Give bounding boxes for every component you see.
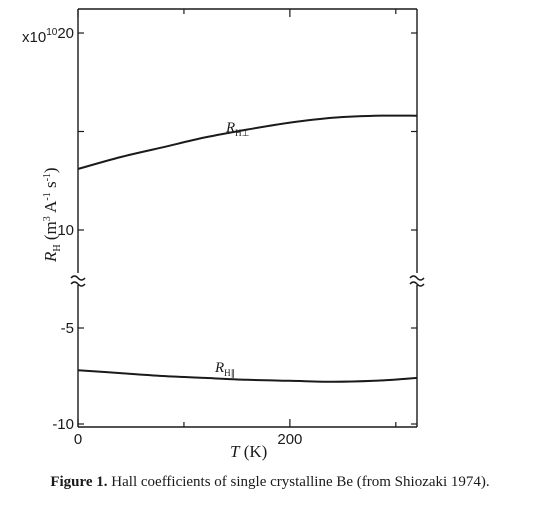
y-tick-label: -10 bbox=[52, 416, 74, 433]
caption-label: Figure 1. bbox=[50, 474, 108, 490]
x-axis-title: T (K) bbox=[230, 442, 267, 461]
series-line-rh-para bbox=[77, 369, 418, 383]
axis-break-right-0 bbox=[409, 275, 425, 281]
y-tick-label: -5 bbox=[61, 320, 74, 337]
axis-break-left-1 bbox=[70, 281, 86, 287]
y-scale-multiplier: x1010 bbox=[22, 27, 58, 46]
series-line-rh-perp bbox=[77, 114, 418, 170]
axis-ticks: 0 200 20 10 -5 -10 bbox=[52, 9, 417, 448]
figure-caption: Figure 1. Hall coefficients of single cr… bbox=[0, 474, 540, 491]
series-label-rh-perp: RH⊥ bbox=[225, 120, 250, 138]
y-axis-title: RH (m3 A-1 s-1) bbox=[41, 167, 63, 263]
series-label-rh-para: RH∥ bbox=[214, 360, 235, 378]
plot-frame bbox=[70, 8, 425, 428]
axis-break-right-1 bbox=[409, 281, 425, 287]
hall-coefficient-chart: 0 200 20 10 -5 -10 x1010 RH (m3 A-1 s-1) T (K… bbox=[22, 8, 425, 461]
x-tick-label: 0 bbox=[74, 431, 82, 448]
caption-text: Hall coefficients of single crystalline … bbox=[111, 474, 490, 490]
x-tick-label: 200 bbox=[277, 431, 302, 448]
y-tick-label: 10 bbox=[57, 222, 74, 239]
axis-break-left-0 bbox=[70, 275, 86, 281]
y-tick-label: 20 bbox=[57, 25, 74, 42]
data-series bbox=[77, 114, 418, 383]
